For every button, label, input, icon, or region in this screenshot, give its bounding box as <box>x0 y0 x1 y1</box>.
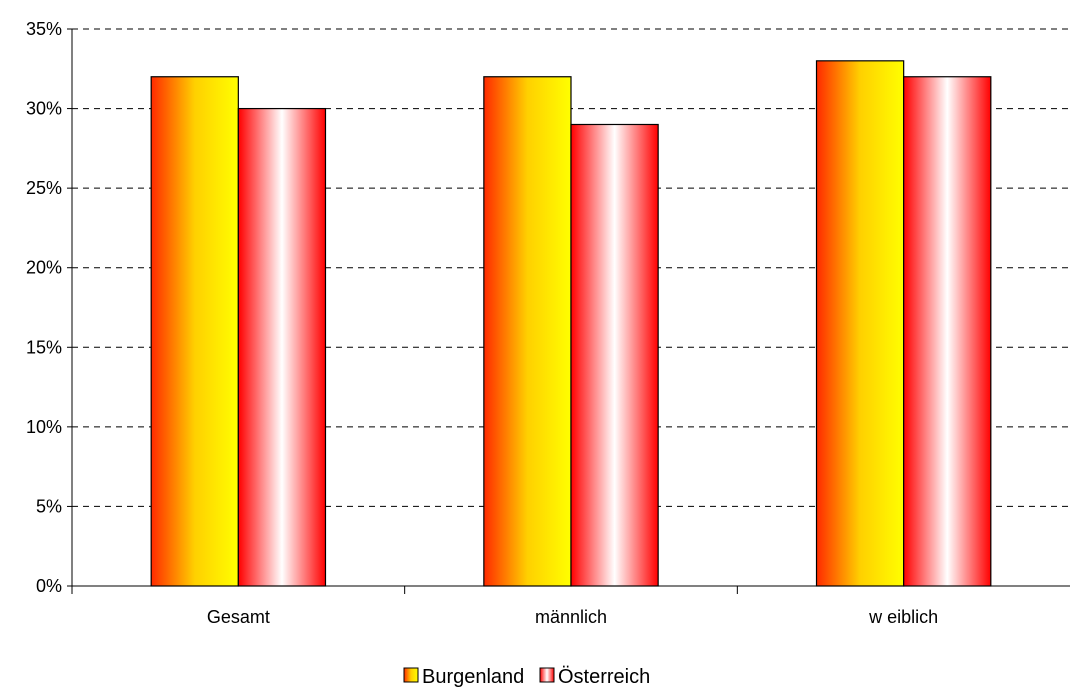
bar-burgenland <box>150 76 239 587</box>
bar-oesterreich <box>237 107 327 587</box>
y-axis: 0% 5% 10% 15% 20% 25% 30% 35% <box>26 19 73 596</box>
x-tick-label: Gesamt <box>207 607 270 627</box>
bar-oesterreich <box>570 123 659 587</box>
legend: Burgenland Österreich <box>403 666 650 688</box>
y-tick-label: 20% <box>26 258 62 278</box>
bar-burgenland <box>483 76 572 587</box>
x-axis: Gesamt männlich w eiblich <box>71 585 1070 627</box>
y-tick-label: 5% <box>36 496 62 516</box>
legend-label: Österreich <box>558 666 650 688</box>
legend-swatch <box>403 667 419 683</box>
legend-swatch <box>539 667 555 683</box>
y-tick-label: 10% <box>26 417 62 437</box>
y-tick-label: 15% <box>26 337 62 357</box>
bar-burgenland <box>815 60 905 587</box>
bars <box>150 60 992 587</box>
y-tick-label: 0% <box>36 576 62 596</box>
x-tick-label: w eiblich <box>868 607 938 627</box>
y-tick-label: 35% <box>26 19 62 39</box>
y-tick-label: 25% <box>26 178 62 198</box>
bar-oesterreich <box>903 76 992 587</box>
x-tick-label: männlich <box>535 607 607 627</box>
y-tick-label: 30% <box>26 99 62 119</box>
legend-label: Burgenland <box>422 666 524 688</box>
